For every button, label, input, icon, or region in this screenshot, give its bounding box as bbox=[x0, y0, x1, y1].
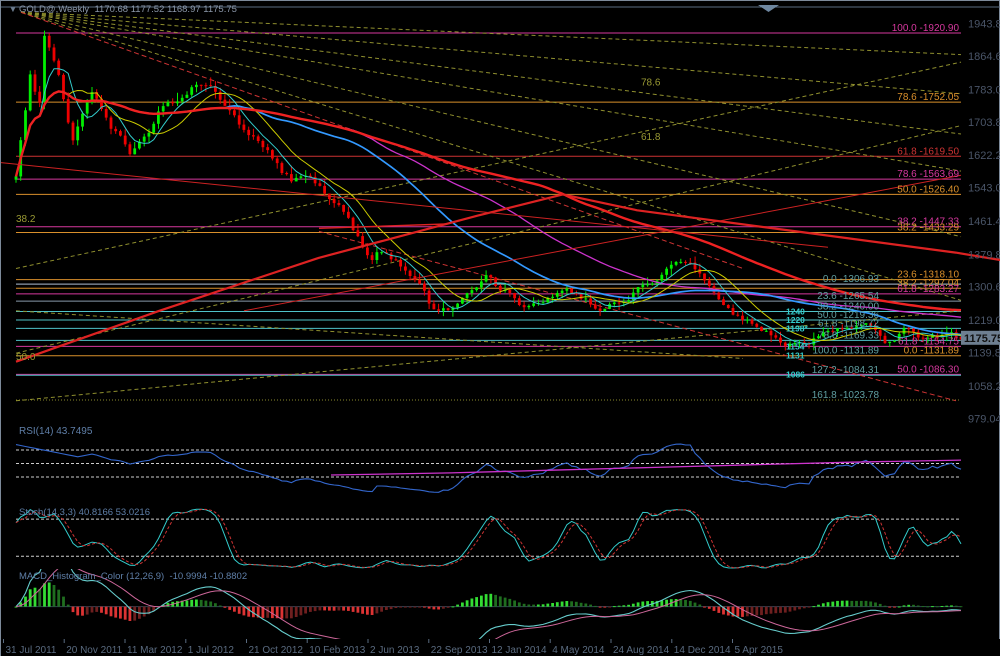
svg-text:MACD_Histogram_Color (12,26,9): MACD_Histogram_Color (12,26,9) -10.9994 … bbox=[19, 571, 247, 582]
svg-text:161.8 -1023.78: 161.8 -1023.78 bbox=[812, 390, 880, 401]
svg-text:14 Dec 2014: 14 Dec 2014 bbox=[674, 645, 731, 656]
svg-text:61.8 -1619.50: 61.8 -1619.50 bbox=[897, 146, 959, 157]
svg-text:1300.64: 1300.64 bbox=[968, 282, 1000, 294]
svg-text:1219.04: 1219.04 bbox=[968, 315, 1000, 327]
svg-text:11 Mar 2012: 11 Mar 2012 bbox=[127, 645, 183, 656]
svg-text:1058.24: 1058.24 bbox=[968, 381, 1000, 393]
svg-text:1 Jul 2012: 1 Jul 2012 bbox=[188, 645, 235, 656]
svg-text:0.0 -1131.89: 0.0 -1131.89 bbox=[904, 346, 960, 357]
svg-text:4 May 2014: 4 May 2014 bbox=[552, 645, 605, 656]
svg-text:61.8 -1198.72: 61.8 -1198.72 bbox=[818, 318, 879, 329]
svg-text:1783.04: 1783.04 bbox=[968, 84, 1000, 96]
svg-text:100.0 -1920.90: 100.0 -1920.90 bbox=[892, 23, 960, 34]
svg-text:1086: 1086 bbox=[786, 369, 805, 379]
svg-text:61.8: 61.8 bbox=[641, 132, 661, 143]
svg-text:RSI(14) 43.7495: RSI(14) 43.7495 bbox=[19, 426, 93, 437]
svg-text:1543.04: 1543.04 bbox=[968, 183, 1000, 195]
svg-text:Stoch(14,3,3) 40.8166 53.0216: Stoch(14,3,3) 40.8166 53.0216 bbox=[19, 507, 150, 518]
svg-text:979.04: 979.04 bbox=[968, 413, 1000, 425]
svg-text:20 Nov 2011: 20 Nov 2011 bbox=[66, 645, 122, 656]
svg-text:1139.84: 1139.84 bbox=[968, 348, 1000, 360]
svg-text:78.6 -1752.05: 78.6 -1752.05 bbox=[897, 92, 959, 103]
svg-text:78.6: 78.6 bbox=[641, 78, 661, 89]
svg-text:78.6 -1169.33: 78.6 -1169.33 bbox=[818, 330, 879, 341]
svg-text:2 Jun 2013: 2 Jun 2013 bbox=[370, 645, 420, 656]
svg-text:0.0 -1306.93: 0.0 -1306.93 bbox=[823, 274, 880, 285]
svg-text:1622.24: 1622.24 bbox=[968, 150, 1000, 162]
svg-text:5 Apr 2015: 5 Apr 2015 bbox=[735, 645, 784, 656]
svg-text:31 Jul 2011: 31 Jul 2011 bbox=[6, 645, 57, 656]
svg-text:23.6 -1265.54: 23.6 -1265.54 bbox=[817, 291, 879, 302]
svg-text:61.8 -1283.27: 61.8 -1283.27 bbox=[897, 284, 959, 295]
svg-text:1131: 1131 bbox=[786, 351, 805, 361]
svg-text:1864.64: 1864.64 bbox=[968, 51, 1000, 63]
svg-text:127.2 -1084.31: 127.2 -1084.31 bbox=[812, 365, 880, 376]
svg-text:▼: ▼ bbox=[9, 5, 17, 14]
svg-text:50.0 -1086.30: 50.0 -1086.30 bbox=[897, 364, 959, 375]
svg-text:12 Jan 2014: 12 Jan 2014 bbox=[492, 645, 547, 656]
svg-text:50.0: 50.0 bbox=[16, 352, 36, 363]
svg-text:38.2 -1433.29: 38.2 -1433.29 bbox=[897, 223, 959, 234]
svg-text:1379.84: 1379.84 bbox=[968, 249, 1000, 261]
svg-text:22 Sep 2013: 22 Sep 2013 bbox=[431, 645, 488, 656]
svg-text:38.2: 38.2 bbox=[16, 214, 36, 225]
svg-text:100.0 -1131.89: 100.0 -1131.89 bbox=[812, 346, 879, 357]
svg-text:10 Feb 2013: 10 Feb 2013 bbox=[309, 645, 366, 656]
svg-text:21 Oct 2012: 21 Oct 2012 bbox=[249, 645, 304, 656]
svg-text:1943.84: 1943.84 bbox=[968, 19, 1000, 31]
svg-text:1461.44: 1461.44 bbox=[968, 216, 1000, 228]
svg-text:1175.75: 1175.75 bbox=[964, 333, 1000, 345]
svg-text:50.0 -1526.40: 50.0 -1526.40 bbox=[897, 184, 959, 195]
svg-text:1198*: 1198* bbox=[786, 323, 808, 333]
svg-text:78.6 -1563.69: 78.6 -1563.69 bbox=[897, 169, 959, 180]
svg-text:24 Aug 2014: 24 Aug 2014 bbox=[613, 645, 670, 656]
svg-text:1703.84: 1703.84 bbox=[968, 117, 1000, 129]
